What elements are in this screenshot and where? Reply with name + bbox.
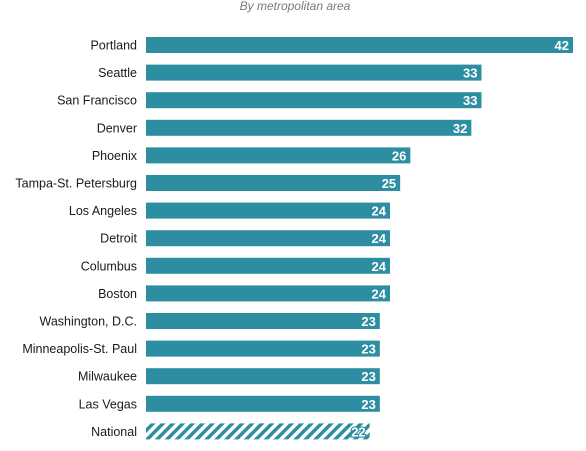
category-label-tampa-st-petersburg: Tampa-St. Petersburg [15, 177, 137, 191]
category-label-boston: Boston [98, 287, 137, 301]
value-label-milwaukee: 23 [361, 369, 375, 384]
bar-tampa-st-petersburg [146, 175, 401, 191]
bar-san-francisco [146, 92, 482, 109]
bar-las-vegas [146, 395, 380, 412]
bars-layer: Portland 42 Seattle 33 San Francisco 33 Denver… [15, 37, 573, 440]
value-label-phoenix: 26 [392, 148, 406, 163]
category-label-seattle: Seattle [98, 66, 137, 80]
category-label-columbus: Columbus [81, 259, 137, 273]
value-label-los-angeles: 24 [372, 204, 387, 219]
category-label-san-francisco: San Francisco [57, 94, 137, 108]
chart-subtitle: By metropolitan area [240, 0, 351, 13]
category-label-milwaukee: Milwaukee [78, 370, 137, 384]
category-label-phoenix: Phoenix [92, 149, 138, 163]
category-label-national: National [91, 425, 137, 439]
value-label-san-francisco: 33 [463, 93, 477, 108]
bar-los-angeles [146, 202, 390, 219]
value-label-seattle: 33 [463, 66, 477, 81]
bar-detroit [146, 230, 390, 247]
value-label-minneapolis-st-paul: 23 [361, 342, 375, 357]
bar-national [146, 423, 370, 440]
category-label-minneapolis-st-paul: Minneapolis-St. Paul [22, 342, 137, 356]
bar-seattle [146, 64, 482, 81]
value-label-boston: 24 [372, 286, 387, 301]
value-label-tampa-st-petersburg: 25 [382, 176, 396, 191]
bar-milwaukee [146, 368, 380, 385]
value-label-las-vegas: 23 [361, 397, 375, 412]
value-label-denver: 32 [453, 121, 467, 136]
value-label-washington-d-c: 23 [361, 314, 375, 329]
bar-denver [146, 119, 472, 136]
bar-phoenix [146, 147, 411, 164]
value-label-columbus: 24 [372, 259, 387, 274]
value-label-portland: 42 [555, 38, 569, 53]
category-label-portland: Portland [90, 39, 137, 53]
value-label-national: 22 [351, 424, 365, 439]
category-label-los-angeles: Los Angeles [69, 204, 137, 218]
category-label-detroit: Detroit [100, 232, 137, 246]
bar-boston [146, 285, 390, 302]
bar-washington-d-c [146, 313, 380, 329]
value-label-detroit: 24 [372, 231, 387, 246]
bar-portland [146, 37, 573, 53]
category-label-washington-d-c: Washington, D.C. [40, 315, 138, 329]
category-label-denver: Denver [97, 121, 137, 135]
bar-columbus [146, 257, 390, 274]
bar-minneapolis-st-paul [146, 340, 380, 357]
category-label-las-vegas: Las Vegas [79, 397, 137, 411]
